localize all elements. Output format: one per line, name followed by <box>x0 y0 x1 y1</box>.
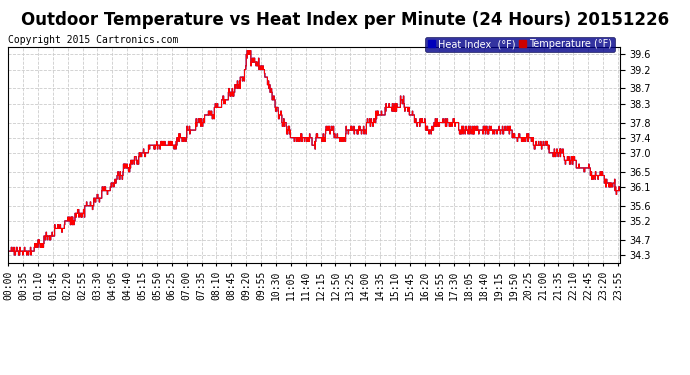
Text: Copyright 2015 Cartronics.com: Copyright 2015 Cartronics.com <box>8 35 179 45</box>
Text: Outdoor Temperature vs Heat Index per Minute (24 Hours) 20151226: Outdoor Temperature vs Heat Index per Mi… <box>21 11 669 29</box>
Legend: Heat Index  (°F), Temperature (°F): Heat Index (°F), Temperature (°F) <box>425 37 615 51</box>
